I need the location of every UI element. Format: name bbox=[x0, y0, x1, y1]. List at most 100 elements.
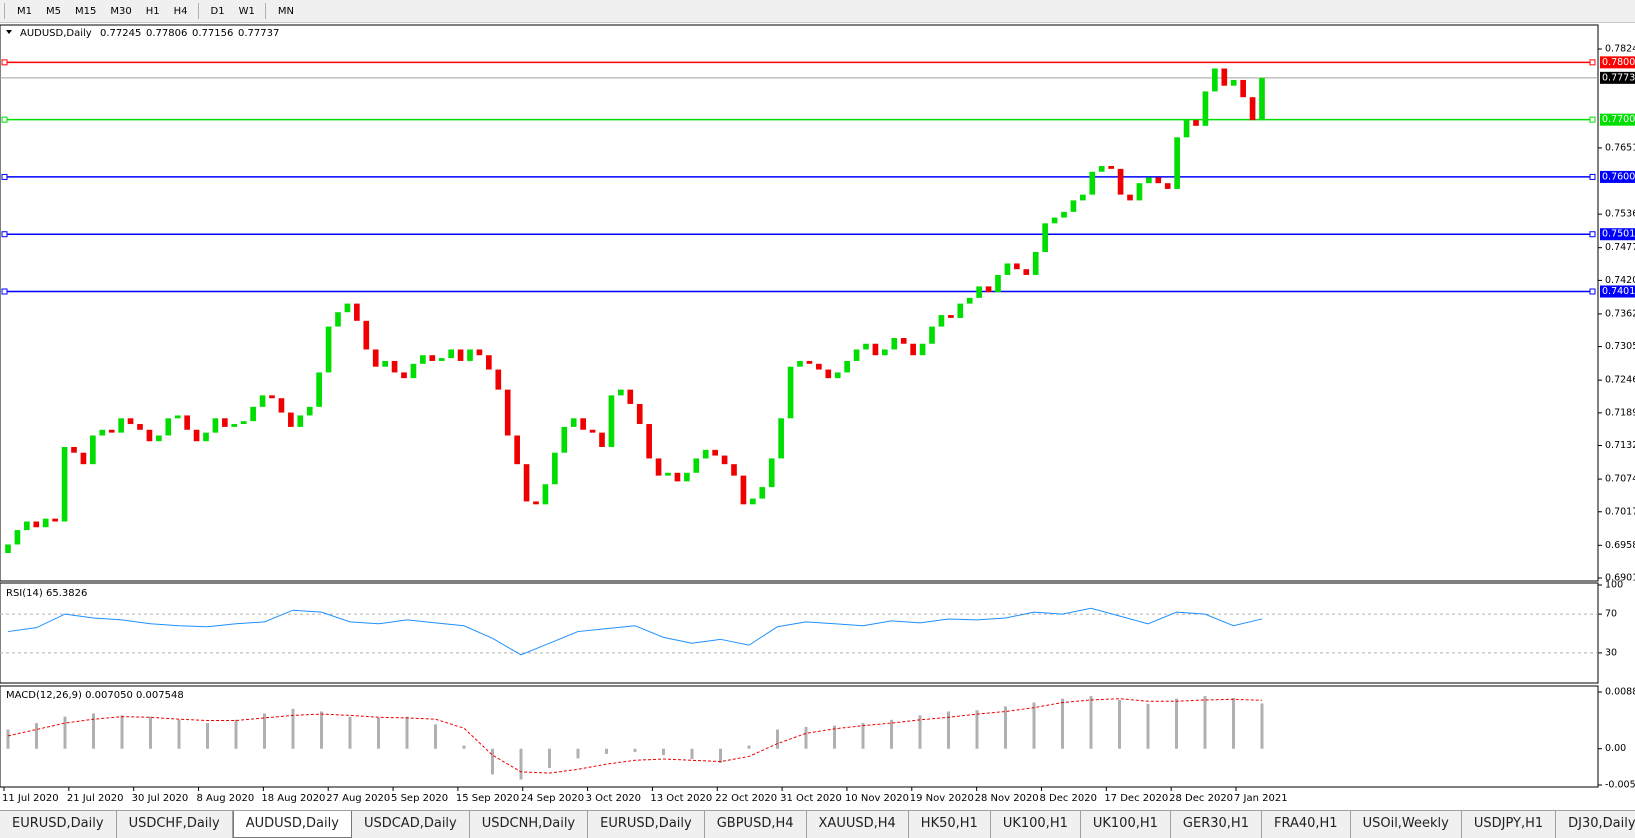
timeframe-button[interactable]: W1 bbox=[238, 5, 255, 17]
macd-bar bbox=[348, 716, 352, 749]
candle bbox=[1080, 194, 1086, 201]
macd-bar bbox=[234, 719, 238, 749]
candle bbox=[919, 343, 926, 356]
level-price-box bbox=[1600, 228, 1635, 241]
candle bbox=[1014, 263, 1020, 270]
candle bbox=[985, 286, 992, 293]
symbol-tab[interactable]: GBPUSD,H4 bbox=[705, 811, 807, 838]
candle bbox=[1193, 120, 1199, 126]
macd-bar bbox=[291, 708, 295, 749]
candle bbox=[14, 530, 21, 545]
timeframe-button[interactable]: M5 bbox=[46, 5, 61, 17]
candle bbox=[486, 355, 492, 370]
candle bbox=[693, 458, 700, 473]
symbol-tab[interactable]: FRA40,H1 bbox=[1262, 811, 1351, 838]
macd-bar bbox=[1260, 703, 1264, 749]
candle bbox=[948, 315, 954, 318]
candle bbox=[1117, 168, 1124, 195]
candle bbox=[429, 355, 436, 361]
macd-bar bbox=[405, 716, 409, 749]
candle bbox=[108, 429, 115, 433]
candle bbox=[382, 360, 388, 367]
level-handle bbox=[1, 288, 8, 295]
candle bbox=[844, 360, 850, 373]
symbol-tab[interactable]: EURUSD,Daily bbox=[588, 811, 705, 838]
candle bbox=[495, 369, 502, 390]
candle bbox=[1164, 183, 1171, 189]
candle bbox=[156, 435, 162, 442]
symbol-tab[interactable]: USDCHF,Daily bbox=[117, 811, 233, 838]
candle bbox=[646, 424, 652, 459]
symbol-tab[interactable]: DJ30,Daily bbox=[1556, 811, 1635, 838]
timeframe-button[interactable]: H1 bbox=[145, 5, 160, 17]
y-tick-label: 30 bbox=[1605, 647, 1617, 658]
timeframe-button[interactable]: M30 bbox=[110, 5, 132, 17]
timeframe-button[interactable]: M15 bbox=[75, 5, 97, 17]
x-tick-label: 8 Aug 2020 bbox=[197, 793, 255, 804]
ohlc-value: 0.77245 bbox=[100, 28, 141, 39]
candle bbox=[240, 421, 247, 425]
y-tick-label: -0.00565 bbox=[1605, 780, 1635, 791]
candle bbox=[5, 544, 11, 554]
macd-bar bbox=[833, 725, 836, 749]
main-panel-frame bbox=[0, 24, 1599, 582]
symbol-tab[interactable]: XAUUSD,H4 bbox=[807, 811, 909, 838]
level-price-label: 0.78007 bbox=[1602, 57, 1635, 68]
macd-bar bbox=[377, 717, 380, 749]
timeframe-button[interactable]: D1 bbox=[210, 5, 225, 17]
candle bbox=[212, 418, 219, 433]
macd-bar bbox=[662, 748, 665, 756]
symbol-tab[interactable]: EURUSD,Daily bbox=[0, 811, 117, 838]
symbol-tab[interactable]: UK100,H1 bbox=[1081, 811, 1171, 838]
candle bbox=[618, 389, 624, 396]
candle bbox=[514, 435, 520, 465]
x-tick-label: 30 Jul 2020 bbox=[132, 793, 189, 804]
candle bbox=[457, 349, 464, 361]
candle bbox=[863, 343, 869, 350]
x-tick-label: 21 Jul 2020 bbox=[67, 793, 124, 804]
candle bbox=[203, 432, 209, 442]
symbol-tab[interactable]: AUDUSD,Daily bbox=[232, 811, 352, 838]
candle bbox=[561, 426, 568, 453]
candle bbox=[61, 446, 68, 522]
candle bbox=[33, 521, 40, 528]
macd-bar bbox=[1232, 698, 1235, 749]
timeframe-button[interactable]: M1 bbox=[17, 5, 32, 17]
symbol-tab[interactable]: UK100,H1 bbox=[991, 811, 1081, 838]
candle bbox=[665, 472, 671, 476]
x-tick-label: 7 Jan 2021 bbox=[1234, 793, 1288, 804]
candle bbox=[288, 412, 294, 427]
candle bbox=[250, 406, 256, 422]
candle bbox=[306, 406, 313, 416]
x-tick-label: 24 Sep 2020 bbox=[521, 793, 584, 804]
macd-bar bbox=[1175, 698, 1178, 749]
x-tick-label: 31 Oct 2020 bbox=[780, 793, 842, 804]
macd-bar bbox=[206, 723, 209, 749]
candle bbox=[410, 363, 417, 379]
candle bbox=[702, 449, 709, 459]
symbol-tab[interactable]: USDJPY,H1 bbox=[1462, 811, 1557, 838]
candle bbox=[1042, 223, 1048, 252]
candle bbox=[467, 349, 473, 361]
symbol-tab[interactable]: USOil,Weekly bbox=[1351, 811, 1462, 838]
symbol-tab[interactable]: HK50,H1 bbox=[909, 811, 991, 838]
macd-bar bbox=[1061, 698, 1064, 749]
y-tick-label: 0.73050 bbox=[1605, 341, 1635, 352]
candle bbox=[684, 472, 690, 482]
level-handle bbox=[1589, 288, 1596, 295]
y-tick-label: 0.69585 bbox=[1605, 540, 1635, 551]
candle bbox=[580, 418, 586, 430]
timeframe-button[interactable]: H4 bbox=[173, 5, 188, 17]
candle bbox=[1259, 77, 1265, 121]
y-tick-label: 0.00884 bbox=[1605, 687, 1635, 698]
symbol-tab[interactable]: USDCNH,Daily bbox=[470, 811, 589, 838]
symbol-tab[interactable]: USDCAD,Daily bbox=[352, 811, 470, 838]
candle bbox=[174, 415, 181, 419]
rsi-title: RSI(14) 65.3826 bbox=[6, 588, 87, 599]
candle bbox=[721, 455, 728, 465]
macd-bar bbox=[690, 748, 694, 760]
candle bbox=[740, 475, 747, 505]
symbol-tab[interactable]: GER30,H1 bbox=[1171, 811, 1262, 838]
timeframe-button[interactable]: MN bbox=[277, 5, 294, 17]
